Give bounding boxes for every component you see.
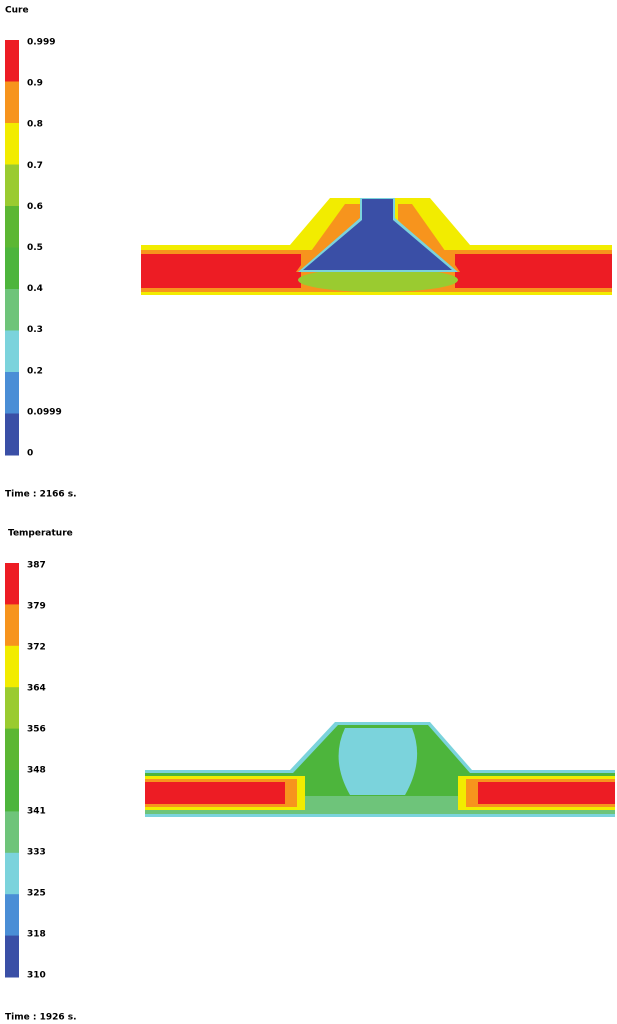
legend-band <box>5 935 19 978</box>
time-label: Time : 2166 s. <box>5 490 77 500</box>
legend-label: 0.3 <box>27 325 43 335</box>
legend-label: 0.5 <box>27 243 43 253</box>
legend-label: 387 <box>27 561 46 571</box>
legend-label: 341 <box>27 807 46 817</box>
legend-label: 310 <box>27 971 46 981</box>
legend-band <box>5 604 19 647</box>
legend-label: 364 <box>27 684 46 694</box>
legend-band <box>5 289 19 331</box>
legend-band <box>5 81 19 124</box>
legend-band <box>5 894 19 937</box>
legend-band <box>5 40 19 82</box>
legend-band <box>5 413 19 456</box>
legend-label: 318 <box>27 930 46 940</box>
legend-label: 0.8 <box>27 120 43 130</box>
legend-band <box>5 770 19 812</box>
legend-band <box>5 645 19 688</box>
legend-label: 0.2 <box>27 366 43 376</box>
panel-title: Cure <box>5 6 29 16</box>
legend-label: 0.0999 <box>27 407 62 417</box>
legend-label: 333 <box>27 848 46 858</box>
panel-title: Temperature <box>8 529 73 539</box>
legend-label: 0.999 <box>27 38 55 48</box>
legend-band <box>5 123 19 165</box>
legend-band <box>5 852 19 895</box>
legend-band <box>5 728 19 771</box>
legend-label: 348 <box>27 766 46 776</box>
legend-label: 372 <box>27 643 46 653</box>
legend-label: 0.9 <box>27 79 43 89</box>
legend-band <box>5 811 19 854</box>
legend-label: 325 <box>27 889 46 899</box>
legend-band <box>5 372 19 414</box>
legend-label: 356 <box>27 725 46 735</box>
legend-label: 0.7 <box>27 161 43 171</box>
legend-band <box>5 330 19 373</box>
legend-band <box>5 164 19 207</box>
temperature-contour <box>145 722 615 817</box>
cure-contour <box>141 198 612 295</box>
legend-label: 379 <box>27 602 46 612</box>
legend-band <box>5 247 19 290</box>
legend-band <box>5 563 19 605</box>
legend-band <box>5 687 19 730</box>
legend-band <box>5 206 19 248</box>
time-label: Time : 1926 s. <box>5 1013 77 1021</box>
legend-label: 0 <box>27 449 33 459</box>
legend-label: 0.6 <box>27 202 43 212</box>
legend-label: 0.4 <box>27 284 43 294</box>
